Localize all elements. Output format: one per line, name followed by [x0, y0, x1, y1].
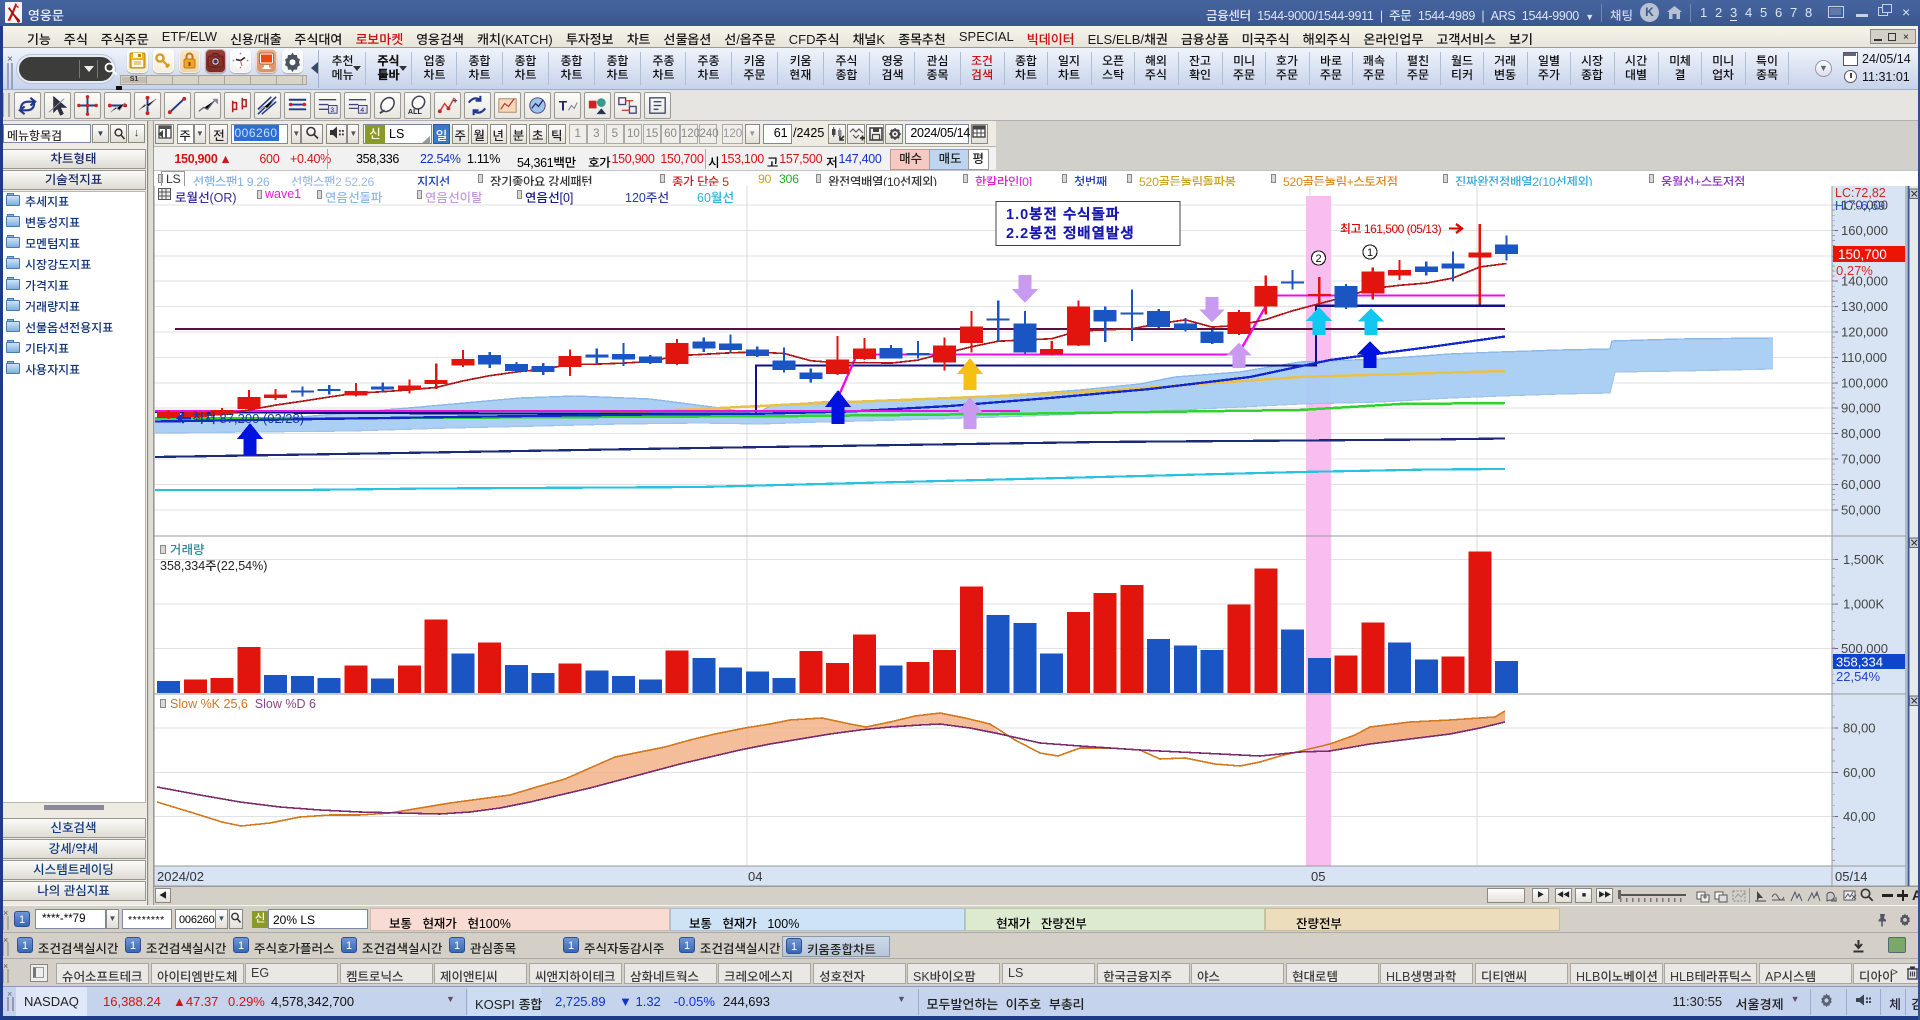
svg-text:120,000: 120,000	[1841, 325, 1888, 340]
svg-text:1,000K: 1,000K	[1843, 597, 1885, 612]
svg-text:500,000: 500,000	[1841, 641, 1888, 656]
svg-text:04: 04	[748, 869, 762, 884]
svg-text:60,000: 60,000	[1841, 477, 1881, 492]
svg-text:140,000: 140,000	[1841, 274, 1888, 289]
svg-text:100,000: 100,000	[1841, 375, 1888, 390]
svg-text:T: T	[559, 98, 568, 113]
svg-text:2.2봉전 정배열발생: 2.2봉전 정배열발생	[1006, 225, 1135, 242]
svg-text:05: 05	[1311, 869, 1325, 884]
svg-text:22,54%: 22,54%	[1836, 669, 1881, 684]
svg-text:60,00: 60,00	[1843, 765, 1876, 780]
svg-text:70,000: 70,000	[1841, 452, 1881, 467]
svg-text:최고 161,500 (05/13): 최고 161,500 (05/13)	[1340, 222, 1442, 236]
svg-text:1.0봉전 수식돌파: 1.0봉전 수식돌파	[1006, 206, 1120, 223]
svg-text:1,500K: 1,500K	[1843, 552, 1885, 567]
svg-text:150,700: 150,700	[1838, 247, 1887, 262]
svg-text:110,000: 110,000	[1841, 350, 1887, 365]
svg-text:358,334: 358,334	[1836, 655, 1883, 670]
svg-text:LC:72,82: LC:72,82	[1835, 186, 1886, 200]
svg-text:2024/02: 2024/02	[157, 869, 204, 884]
svg-text:80,00: 80,00	[1843, 721, 1876, 736]
svg-text:130,000: 130,000	[1841, 299, 1888, 314]
svg-text:0,27%: 0,27%	[1836, 263, 1873, 278]
svg-text:160,000: 160,000	[1841, 223, 1888, 238]
svg-text:90,000: 90,000	[1841, 401, 1881, 416]
svg-text:HC:-6,69: HC:-6,69	[1835, 199, 1885, 213]
svg-text:80,000: 80,000	[1841, 426, 1881, 441]
svg-text:4: 4	[360, 107, 364, 114]
svg-text:1: 1	[1367, 247, 1373, 259]
svg-text:최저 87,200 (02/28): 최저 87,200 (02/28)	[192, 411, 304, 426]
svg-text:ALL: ALL	[408, 107, 423, 116]
svg-text:50,000: 50,000	[1841, 502, 1881, 517]
svg-text:40,00: 40,00	[1843, 809, 1876, 824]
svg-text:05/14: 05/14	[1835, 869, 1868, 884]
svg-text:3: 3	[330, 107, 334, 114]
svg-text:170,000: 170,000	[1841, 198, 1888, 213]
svg-text:2: 2	[1315, 253, 1321, 265]
